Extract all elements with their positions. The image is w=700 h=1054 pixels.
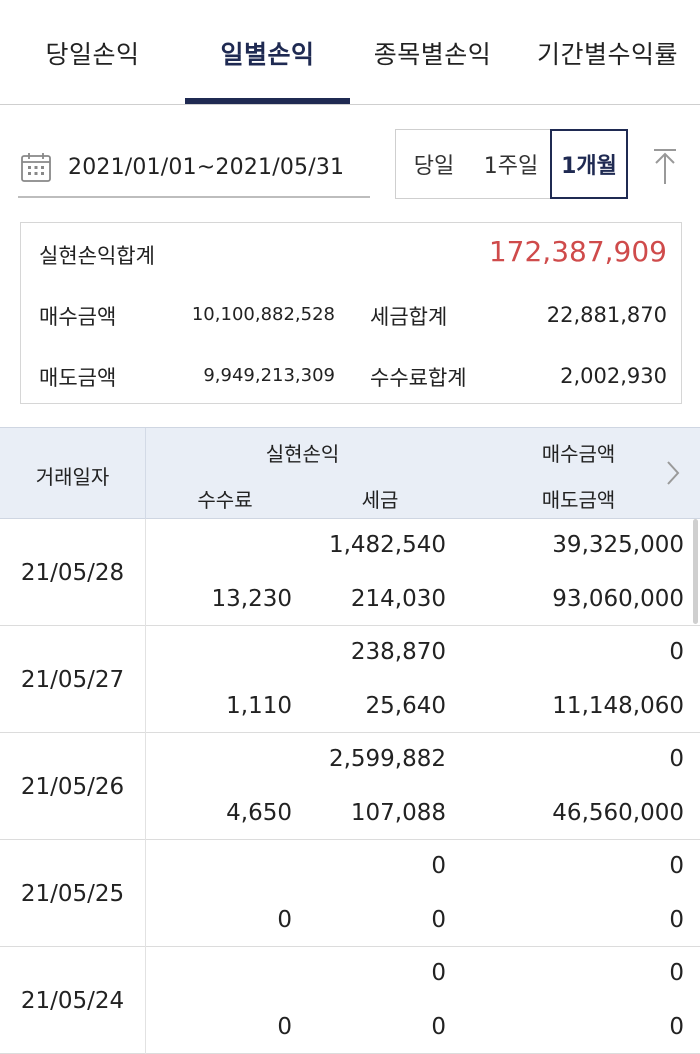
table-row[interactable]: 21/05/27 238,870 0 1,110 25,640 11,148,0… (0, 626, 700, 733)
table-header: 거래일자 실현손익 수수료 세금 매수금액 매도금액 (0, 427, 700, 520)
row-date: 21/05/24 (20, 987, 125, 1014)
date-range-value: 2021/01/01~2021/05/31 (68, 154, 345, 180)
tax-total-label: 세금합계 (370, 305, 448, 329)
header-realized: 실현손익 (265, 442, 340, 466)
row-divider (145, 733, 146, 840)
header-fee: 수수료 (197, 488, 253, 512)
fee-total-label: 수수료합계 (370, 366, 467, 390)
row-fee: 0 (277, 907, 292, 933)
tab-period-return[interactable]: 기간별수익률 (536, 39, 678, 69)
row-buy: 39,325,000 (552, 532, 684, 558)
row-date: 21/05/26 (20, 773, 125, 800)
period-selector: 당일 1주일 1개월 (395, 129, 628, 199)
buy-amount-value: 10,100,882,528 (191, 304, 335, 325)
tab-today-pnl[interactable]: 당일손익 (45, 39, 140, 69)
table-row[interactable]: 21/05/25 0 0 0 0 0 (0, 840, 700, 947)
header-divider (145, 428, 146, 520)
tab-bar: 당일손익 일별손익 종목별손익 기간별수익률 (0, 0, 700, 105)
row-date: 21/05/28 (20, 559, 125, 586)
buy-amount-label: 매수금액 (39, 305, 117, 329)
period-1month-button[interactable]: 1개월 (550, 129, 628, 199)
table-row[interactable]: 21/05/28 1,482,540 39,325,000 13,230 214… (0, 519, 700, 626)
row-buy: 0 (669, 960, 684, 986)
row-tax: 0 (431, 1014, 446, 1040)
header-buy: 매수금액 (541, 442, 616, 466)
row-fee: 1,110 (226, 693, 292, 719)
row-buy: 0 (669, 853, 684, 879)
row-realized: 0 (431, 960, 446, 986)
row-fee: 4,650 (226, 800, 292, 826)
sell-amount-value: 9,949,213,309 (203, 365, 335, 386)
pnl-summary: 실현손익합계 172,387,909 매수금액 10,100,882,528 세… (20, 222, 682, 404)
row-tax: 25,640 (365, 693, 446, 719)
row-divider (145, 519, 146, 626)
row-divider (145, 840, 146, 947)
tax-total-value: 22,881,870 (546, 303, 667, 327)
realized-total-label: 실현손익합계 (39, 244, 155, 268)
row-sell: 0 (669, 1014, 684, 1040)
chevron-right-icon[interactable] (664, 458, 682, 488)
row-sell: 46,560,000 (552, 800, 684, 826)
row-sell: 0 (669, 907, 684, 933)
row-date: 21/05/25 (20, 880, 125, 907)
row-sell: 11,148,060 (552, 693, 684, 719)
row-fee: 13,230 (211, 586, 292, 612)
row-realized: 238,870 (350, 639, 446, 665)
date-range-picker[interactable]: 2021/01/01~2021/05/31 (18, 138, 370, 198)
tab-daily-pnl[interactable]: 일별손익 (220, 39, 315, 69)
row-buy: 0 (669, 639, 684, 665)
row-tax: 214,030 (350, 586, 446, 612)
row-realized: 2,599,882 (328, 746, 446, 772)
row-tax: 0 (431, 907, 446, 933)
active-tab-indicator (185, 98, 350, 104)
tab-stock-pnl[interactable]: 종목별손익 (373, 39, 492, 69)
row-date: 21/05/27 (20, 666, 125, 693)
row-realized: 1,482,540 (328, 532, 446, 558)
calendar-icon (21, 153, 51, 182)
period-1week-button[interactable]: 1주일 (483, 154, 539, 179)
row-divider (145, 947, 146, 1054)
header-date: 거래일자 (35, 465, 110, 489)
row-fee: 0 (277, 1014, 292, 1040)
sell-amount-label: 매도금액 (39, 366, 117, 390)
row-sell: 93,060,000 (552, 586, 684, 612)
header-tax: 세금 (361, 488, 399, 512)
fee-total-value: 2,002,930 (560, 364, 667, 388)
row-tax: 107,088 (350, 800, 446, 826)
table-row[interactable]: 21/05/24 0 0 0 0 0 (0, 947, 700, 1054)
header-sell: 매도금액 (541, 488, 616, 512)
row-divider (145, 626, 146, 733)
row-buy: 0 (669, 746, 684, 772)
table-row[interactable]: 21/05/26 2,599,882 0 4,650 107,088 46,56… (0, 733, 700, 840)
list-scrollbar[interactable] (693, 519, 698, 624)
row-realized: 0 (431, 853, 446, 879)
period-today-button[interactable]: 당일 (413, 154, 455, 179)
scroll-to-top-icon[interactable] (648, 146, 682, 186)
realized-total-value: 172,387,909 (488, 235, 667, 268)
